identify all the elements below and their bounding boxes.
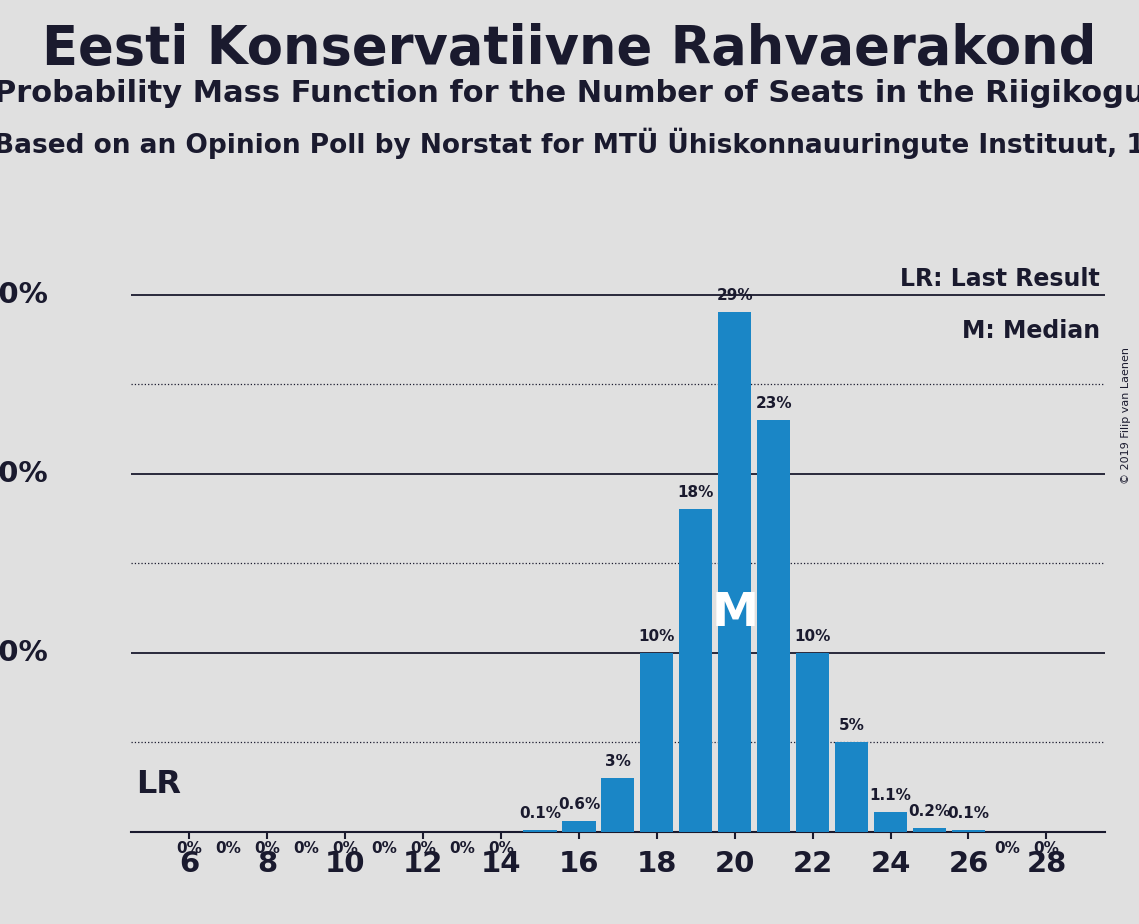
Bar <box>952 830 985 832</box>
Bar <box>796 652 829 832</box>
Text: Probability Mass Function for the Number of Seats in the Riigikogu: Probability Mass Function for the Number… <box>0 79 1139 107</box>
Text: 1.1%: 1.1% <box>870 788 911 803</box>
Text: 0%: 0% <box>410 841 436 856</box>
Text: 20%: 20% <box>0 459 48 488</box>
Text: 0%: 0% <box>294 841 319 856</box>
Text: LR: LR <box>136 769 181 800</box>
Bar <box>874 812 907 832</box>
Text: 0%: 0% <box>254 841 280 856</box>
Text: M: M <box>711 591 759 636</box>
Text: 0%: 0% <box>994 841 1021 856</box>
Text: 0.1%: 0.1% <box>519 806 562 821</box>
Text: 10%: 10% <box>795 628 830 644</box>
Text: 18%: 18% <box>678 485 714 501</box>
Bar <box>757 419 790 832</box>
Bar <box>563 821 596 832</box>
Text: 23%: 23% <box>755 395 792 411</box>
Text: 5%: 5% <box>838 718 865 733</box>
Bar <box>913 828 947 832</box>
Text: 0%: 0% <box>449 841 475 856</box>
Bar <box>640 652 673 832</box>
Text: 0%: 0% <box>333 841 358 856</box>
Text: 0%: 0% <box>489 841 514 856</box>
Text: © 2019 Filip van Laenen: © 2019 Filip van Laenen <box>1121 347 1131 484</box>
Text: 10%: 10% <box>639 628 675 644</box>
Text: M: Median: M: Median <box>961 319 1100 343</box>
Text: 0%: 0% <box>177 841 203 856</box>
Text: 0.2%: 0.2% <box>909 804 951 819</box>
Bar <box>524 830 557 832</box>
Bar <box>835 742 868 832</box>
Text: 0%: 0% <box>1033 841 1059 856</box>
Text: 29%: 29% <box>716 288 753 303</box>
Text: 0%: 0% <box>371 841 398 856</box>
Text: Based on an Opinion Poll by Norstat for MTÜ Ühiskonnauuringute Instituut, 14–21 : Based on an Opinion Poll by Norstat for … <box>0 128 1139 159</box>
Text: 0.1%: 0.1% <box>948 806 990 821</box>
Bar <box>679 509 712 832</box>
Text: 10%: 10% <box>0 638 48 666</box>
Text: 0.6%: 0.6% <box>558 796 600 812</box>
Text: 3%: 3% <box>605 754 631 769</box>
Text: Eesti Konservatiivne Rahvaerakond: Eesti Konservatiivne Rahvaerakond <box>42 23 1097 75</box>
Text: 30%: 30% <box>0 281 48 309</box>
Bar <box>719 312 752 832</box>
Text: LR: Last Result: LR: Last Result <box>900 267 1100 291</box>
Text: 0%: 0% <box>215 841 241 856</box>
Bar <box>601 778 634 832</box>
